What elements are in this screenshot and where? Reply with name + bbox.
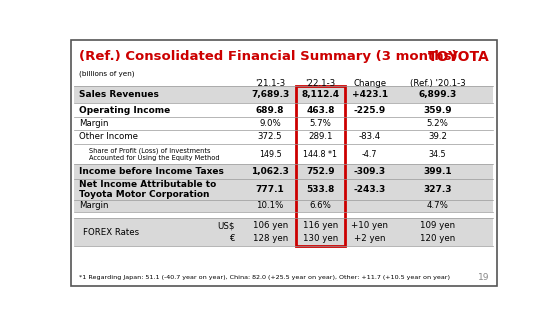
FancyBboxPatch shape	[74, 218, 494, 246]
Text: FOREX Rates: FOREX Rates	[83, 228, 139, 237]
Text: -309.3: -309.3	[354, 167, 386, 176]
Text: 5.7%: 5.7%	[310, 119, 331, 128]
Text: Margin: Margin	[79, 202, 108, 211]
Text: 6.6%: 6.6%	[310, 202, 331, 211]
Text: Operating Income: Operating Income	[79, 106, 170, 115]
FancyBboxPatch shape	[74, 130, 494, 144]
Text: -4.7: -4.7	[362, 150, 377, 159]
FancyBboxPatch shape	[74, 200, 494, 213]
Text: 120 yen: 120 yen	[420, 234, 455, 243]
Text: +2 yen: +2 yen	[354, 234, 386, 243]
Text: Income before Income Taxes: Income before Income Taxes	[79, 167, 224, 176]
Text: Change: Change	[353, 79, 386, 88]
Text: 39.2: 39.2	[428, 132, 447, 141]
Text: +10 yen: +10 yen	[351, 221, 388, 230]
Text: (Ref.) '20.1-3: (Ref.) '20.1-3	[410, 79, 465, 88]
Text: 8,112.4: 8,112.4	[301, 90, 340, 99]
Text: 116 yen: 116 yen	[303, 221, 338, 230]
FancyBboxPatch shape	[74, 144, 494, 164]
Text: 106 yen: 106 yen	[253, 221, 288, 230]
Text: 399.1: 399.1	[423, 167, 452, 176]
Text: 10.1%: 10.1%	[257, 202, 284, 211]
Text: 34.5: 34.5	[429, 150, 447, 159]
Text: (Ref.) Consolidated Financial Summary (3 months): (Ref.) Consolidated Financial Summary (3…	[79, 50, 457, 63]
Text: Share of Profit (Loss) of Investments
Accounted for Using the Equity Method: Share of Profit (Loss) of Investments Ac…	[89, 147, 220, 161]
Text: +423.1: +423.1	[352, 90, 388, 99]
Text: 7,689.3: 7,689.3	[251, 90, 289, 99]
Text: Margin: Margin	[79, 119, 108, 128]
FancyBboxPatch shape	[74, 103, 494, 118]
Text: '22.1-3: '22.1-3	[305, 79, 336, 88]
FancyBboxPatch shape	[74, 86, 494, 103]
Text: Other Income: Other Income	[79, 132, 138, 141]
Text: *1 Regarding Japan: 51.1 (-40.7 year on year), China: 82.0 (+25.5 year on year),: *1 Regarding Japan: 51.1 (-40.7 year on …	[79, 275, 450, 279]
FancyBboxPatch shape	[74, 179, 494, 200]
Text: 149.5: 149.5	[259, 150, 281, 159]
Text: 1,062.3: 1,062.3	[252, 167, 289, 176]
Text: 533.8: 533.8	[306, 185, 335, 194]
Text: '21.1-3: '21.1-3	[255, 79, 285, 88]
Text: 5.2%: 5.2%	[427, 119, 449, 128]
Text: -83.4: -83.4	[358, 132, 381, 141]
Text: 327.3: 327.3	[423, 185, 452, 194]
Text: 777.1: 777.1	[256, 185, 285, 194]
Text: 109 yen: 109 yen	[420, 221, 455, 230]
Text: 130 yen: 130 yen	[303, 234, 338, 243]
Text: 128 yen: 128 yen	[253, 234, 288, 243]
Text: (billions of yen): (billions of yen)	[79, 71, 134, 77]
Text: 752.9: 752.9	[306, 167, 335, 176]
Text: US$: US$	[217, 221, 234, 230]
Text: 463.8: 463.8	[306, 106, 335, 115]
Text: 19: 19	[478, 273, 489, 282]
Text: 289.1: 289.1	[308, 132, 332, 141]
Text: -225.9: -225.9	[353, 106, 386, 115]
Text: 359.9: 359.9	[423, 106, 452, 115]
Text: €: €	[229, 234, 234, 243]
Text: 6,899.3: 6,899.3	[418, 90, 456, 99]
FancyBboxPatch shape	[74, 164, 494, 179]
Text: -243.3: -243.3	[353, 185, 386, 194]
Text: 372.5: 372.5	[258, 132, 283, 141]
FancyBboxPatch shape	[74, 118, 494, 130]
Text: 9.0%: 9.0%	[259, 119, 281, 128]
Text: 689.8: 689.8	[256, 106, 284, 115]
Text: 144.8 *1: 144.8 *1	[304, 150, 337, 159]
Text: Net Income Attributable to
Toyota Motor Corporation: Net Income Attributable to Toyota Motor …	[79, 179, 216, 199]
Text: TOYOTA: TOYOTA	[427, 50, 489, 64]
Text: 4.7%: 4.7%	[427, 202, 449, 211]
Text: Sales Revenues: Sales Revenues	[79, 90, 158, 99]
